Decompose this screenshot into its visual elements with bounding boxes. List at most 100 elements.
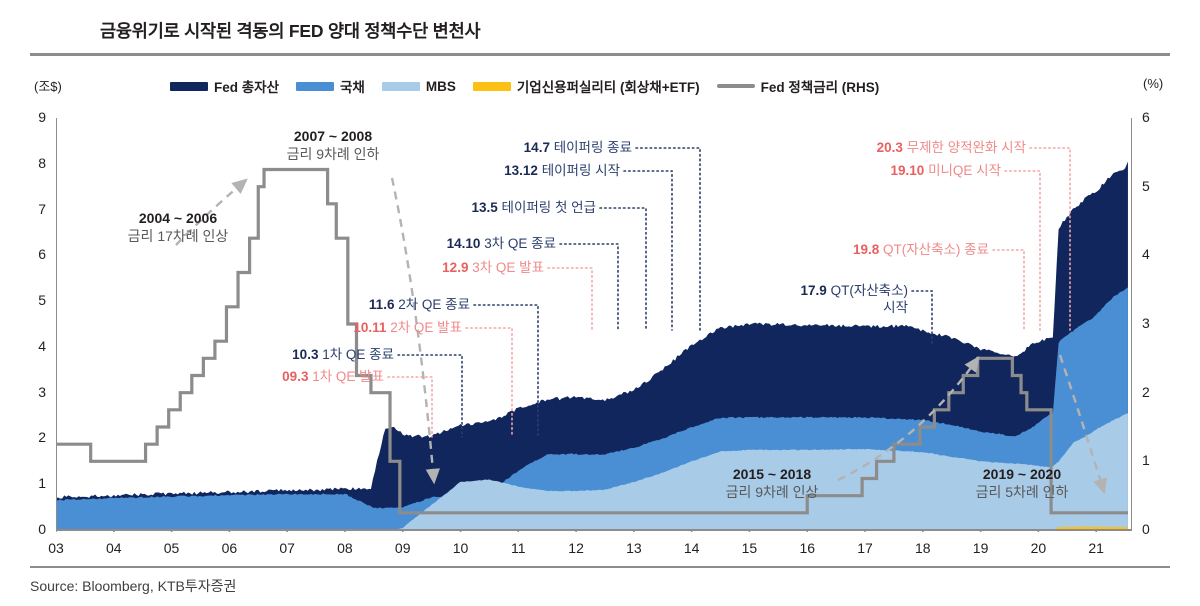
y-tick-label-right: 4 — [1142, 246, 1150, 263]
page-title: 금융위기로 시작된 격동의 FED 양대 정책수단 변천사 — [100, 21, 481, 41]
left-axis-unit: (조$) — [34, 79, 62, 94]
annotation-label: 10.3 — [292, 347, 319, 362]
annotation-a-10-11: 10.11 2차 QE 발표 — [353, 319, 462, 336]
x-tick-label: 13 — [626, 540, 642, 556]
x-tick-label: 09 — [394, 540, 411, 556]
y-tick-label-left: 7 — [38, 200, 46, 217]
annotation-label: 12.9 — [442, 260, 469, 275]
x-tick-label: 03 — [48, 540, 64, 556]
y-tick-label-left: 2 — [38, 429, 46, 446]
legend-treasury-swatch — [296, 81, 335, 91]
annotation-label: 17.9 — [800, 283, 827, 298]
annotation-a-12-9: 12.9 3차 QE 발표 — [442, 259, 544, 276]
x-tick-label: 07 — [279, 540, 295, 556]
y-tick-label-left: 9 — [38, 109, 46, 125]
annotation-text: QT(자산축소) 종료 — [882, 242, 989, 257]
annotation-a-14-10: 14.10 3차 QE 종료 — [447, 235, 556, 252]
annotation-label: 13.12 — [504, 163, 538, 178]
chart-legend: Fed 총자산 국채 MBS 기업신용퍼실리티 (회상채+ETF) Fed 정책금리 (… — [170, 76, 879, 96]
annotation-label: 2007 ~ 2008 — [293, 128, 373, 144]
annotation-text: 미니QE 시작 — [928, 163, 1001, 178]
y-tick-label-left: 5 — [38, 292, 46, 309]
annotation-label: 20.3 — [876, 140, 903, 155]
legend-corporate-credit-facility-label: 기업신용퍼실리티 (회상채+ETF) — [516, 80, 700, 95]
annotation-a-10-3: 10.3 1차 QE 종료 — [292, 346, 394, 363]
annotation-text: 테이퍼링 종료 — [553, 140, 632, 155]
legend-treasury-label: 국채 — [340, 80, 365, 95]
annotation-text: QT(자산축소) — [830, 283, 908, 298]
annotation-text: 3차 QE 종료 — [484, 236, 556, 251]
annotation-a-13-5: 13.5 테이퍼링 첫 언급 — [472, 199, 597, 216]
annotation-label: 14.7 — [523, 140, 550, 155]
title-divider — [30, 53, 1170, 56]
y-tick-label-right: 6 — [1142, 109, 1150, 125]
x-tick-label: 06 — [221, 540, 238, 556]
footer-divider — [30, 566, 1170, 568]
y-tick-label-left: 0 — [38, 521, 46, 537]
annotation-a-13-12: 13.12 테이퍼링 시작 — [504, 162, 620, 179]
annotation-label: 09.3 — [282, 369, 309, 384]
legend-corporate-credit-facility[interactable]: 기업신용퍼실리티 (회상채+ETF) — [472, 76, 700, 96]
x-tick-label: 05 — [163, 540, 180, 556]
annotation-label: 14.10 — [446, 236, 481, 251]
annotation-a-2004-2006: 2004 ~ 2006 금리 17차례 인상 — [128, 210, 229, 246]
annotation-text: 테이퍼링 첫 언급 — [501, 200, 596, 215]
y-tick-label-right: 2 — [1142, 383, 1150, 400]
legend-corporate-credit-facility-swatch — [472, 81, 511, 91]
annotation-text: 금리 9차례 인하 — [286, 145, 380, 162]
annotation-label: 2004 ~ 2006 — [138, 210, 218, 226]
x-tick-label: 18 — [915, 540, 931, 556]
annotation-text: 2차 QE 발표 — [390, 320, 462, 335]
annotation-text: 1차 QE 종료 — [322, 347, 394, 362]
x-tick-label: 21 — [1088, 540, 1104, 556]
annotation-label: 2019 ~ 2020 — [982, 466, 1062, 482]
legend-treasury[interactable]: 국채 — [296, 76, 365, 96]
annotation-text: 금리 5차례 인하 — [975, 483, 1069, 500]
legend-fed-policy-rate-label: Fed 정책금리 (RHS) — [760, 80, 880, 95]
y-tick-label-right: 0 — [1142, 521, 1150, 537]
annotation-text: 무제한 양적완화 시작 — [906, 140, 1026, 155]
y-tick-label-left: 8 — [38, 154, 46, 171]
x-tick-label: 10 — [452, 540, 469, 556]
y-tick-label-left: 1 — [38, 475, 46, 492]
legend-fed-total-assets-label: Fed 총자산 — [214, 80, 280, 95]
x-tick-label: 08 — [337, 540, 353, 556]
annotation-text: 테이퍼링 시작 — [541, 163, 620, 178]
x-tick-label: 16 — [799, 540, 816, 556]
legend-mbs[interactable]: MBS — [381, 78, 456, 94]
right-axis-unit: (%) — [1143, 76, 1164, 91]
annotation-a-11-6: 11.6 2차 QE 종료 — [369, 296, 470, 313]
annotation-label: 19.8 — [852, 242, 880, 257]
legend-fed-policy-rate[interactable]: Fed 정책금리 (RHS) — [716, 76, 880, 96]
x-tick-label: 15 — [741, 540, 758, 556]
annotation-label: 11.6 — [368, 297, 395, 312]
chart-svg — [56, 118, 1132, 532]
y-tick-label-left: 6 — [38, 246, 46, 263]
source-note: Source: Bloomberg, KTB투자증권 — [30, 578, 237, 594]
y-tick-label-right: 5 — [1142, 177, 1150, 194]
x-tick-label: 04 — [105, 540, 122, 556]
legend-fed-total-assets[interactable]: Fed 총자산 — [170, 76, 279, 96]
y-tick-label-right: 3 — [1142, 315, 1150, 331]
annotation-a-2015-2018: 2015 ~ 2018 금리 9차례 인상 — [726, 466, 819, 502]
legend-fed-total-assets-swatch — [170, 81, 208, 91]
annotation-a-14-7: 14.7 테이퍼링 종료 — [524, 139, 632, 156]
annotation-label: 19.10 — [890, 163, 925, 178]
annotation-a-20-3: 20.3 무제한 양적완화 시작 — [877, 139, 1026, 156]
annotation-text-2: 시작 — [883, 300, 908, 316]
y-tick-label-left: 4 — [38, 337, 46, 354]
x-tick-label: 17 — [857, 540, 873, 556]
annotation-label: 10.11 — [353, 320, 387, 335]
annotation-a-2007-2008: 2007 ~ 2008 금리 9차례 인하 — [287, 128, 380, 164]
x-tick-label: 20 — [1030, 540, 1047, 556]
annotation-text: 금리 9차례 인상 — [725, 483, 819, 500]
area-MBS — [56, 413, 1128, 530]
legend-mbs-label: MBS — [425, 78, 456, 94]
y-tick-label-right: 1 — [1142, 452, 1150, 469]
annotation-text: 2차 QE 종료 — [398, 297, 470, 312]
annotation-a-09-3: 09.3 1차 QE 발표 — [282, 368, 384, 385]
annotation-label: 13.5 — [471, 200, 498, 215]
annotation-label: 2015 ~ 2018 — [732, 466, 812, 482]
x-tick-label: 11 — [511, 540, 526, 556]
